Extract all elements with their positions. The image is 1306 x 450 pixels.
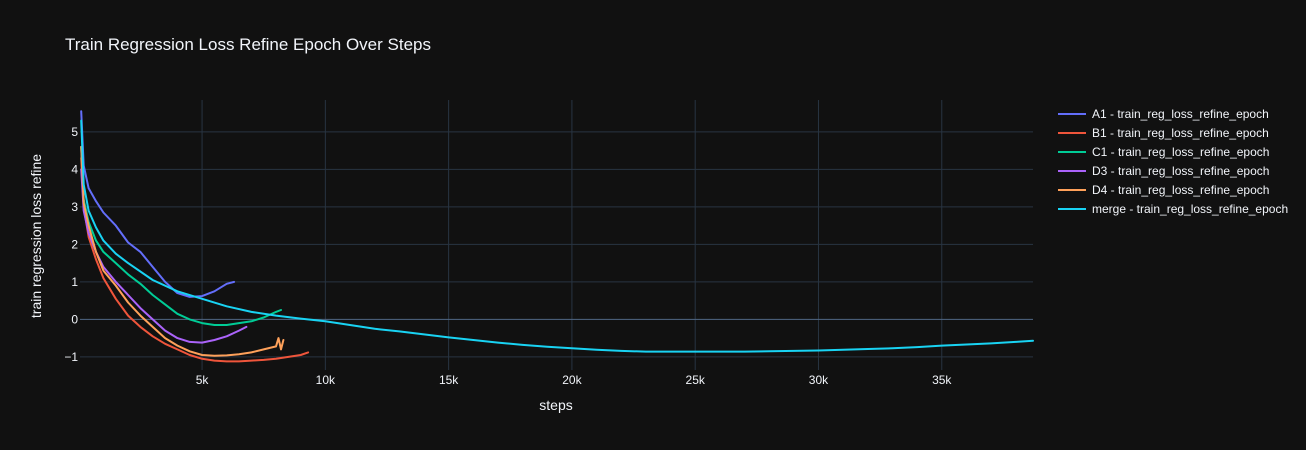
legend-item[interactable]: D4 - train_reg_loss_refine_epoch	[1058, 183, 1269, 197]
y-tick-label: −1	[64, 350, 78, 364]
series-line-2[interactable]	[80, 145, 282, 326]
legend-item[interactable]: merge - train_reg_loss_refine_epoch	[1058, 202, 1288, 216]
legend-item[interactable]: C1 - train_reg_loss_refine_epoch	[1058, 145, 1269, 159]
y-axis-title: train regression loss refine	[28, 154, 44, 318]
y-tick-label: 4	[71, 162, 78, 176]
x-tick-label: 5k	[196, 373, 210, 387]
legend-label: merge - train_reg_loss_refine_epoch	[1092, 202, 1288, 216]
legend-item[interactable]: D3 - train_reg_loss_refine_epoch	[1058, 164, 1269, 178]
legend-label: A1 - train_reg_loss_refine_epoch	[1092, 107, 1269, 121]
y-tick-label: 2	[71, 237, 78, 251]
y-axis-ticks: −1 0 1 2 3 4 5	[64, 125, 78, 364]
series-line-1[interactable]	[80, 157, 310, 363]
gridlines	[80, 100, 1033, 370]
series-line-0[interactable]	[80, 110, 236, 298]
y-tick-label: 0	[71, 312, 78, 326]
x-axis-title: steps	[539, 397, 572, 413]
legend-item[interactable]: B1 - train_reg_loss_refine_epoch	[1058, 126, 1269, 140]
y-tick-label: 1	[71, 275, 78, 289]
series-lines	[80, 110, 1034, 363]
x-tick-label: 35k	[932, 373, 952, 387]
series-line-4[interactable]	[80, 145, 285, 357]
legend-label: B1 - train_reg_loss_refine_epoch	[1092, 126, 1269, 140]
series-line-5[interactable]	[80, 119, 1034, 353]
legend[interactable]: A1 - train_reg_loss_refine_epoch B1 - tra…	[1058, 107, 1288, 216]
x-tick-label: 10k	[316, 373, 336, 387]
x-axis-ticks: 5k 10k 15k 20k 25k 30k 35k	[196, 373, 953, 387]
chart-title: Train Regression Loss Refine Epoch Over …	[65, 35, 431, 54]
x-tick-label: 30k	[809, 373, 829, 387]
x-tick-label: 15k	[439, 373, 459, 387]
x-tick-label: 25k	[686, 373, 706, 387]
y-tick-label: 5	[71, 125, 78, 139]
x-tick-label: 20k	[562, 373, 582, 387]
y-tick-label: 3	[71, 200, 78, 214]
legend-label: D3 - train_reg_loss_refine_epoch	[1092, 164, 1269, 178]
legend-label: C1 - train_reg_loss_refine_epoch	[1092, 145, 1269, 159]
legend-item[interactable]: A1 - train_reg_loss_refine_epoch	[1058, 107, 1269, 121]
legend-label: D4 - train_reg_loss_refine_epoch	[1092, 183, 1269, 197]
